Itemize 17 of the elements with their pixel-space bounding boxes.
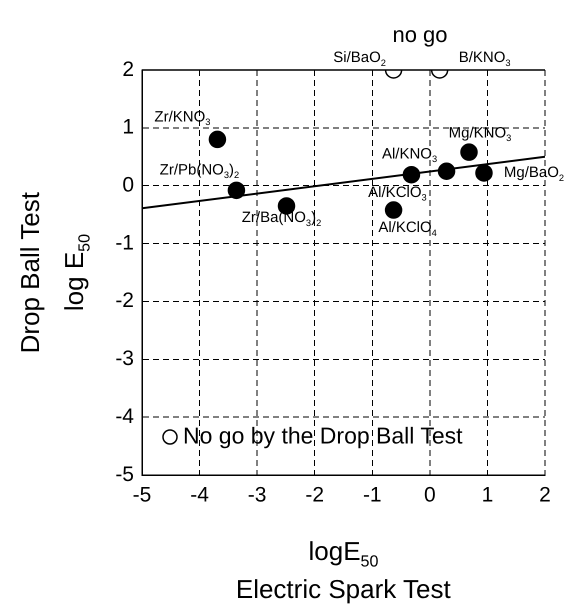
y-tick-label: -3	[115, 347, 134, 370]
y-tick-label: -1	[115, 231, 134, 254]
y-tick-label: -5	[115, 462, 134, 486]
y-tick-label: 1	[122, 116, 134, 139]
y-tick-label: -2	[115, 289, 134, 312]
legend-label: No go by the Drop Ball Test	[183, 422, 464, 448]
y-tick-label: -4	[115, 404, 134, 428]
x-tick-label: -4	[190, 483, 210, 506]
x-tick-label: -2	[305, 483, 324, 506]
text: no go	[392, 22, 448, 48]
x-tick-label: -1	[362, 483, 382, 506]
x-tick-label: 1	[482, 483, 494, 506]
x-tick-label: 0	[424, 483, 436, 506]
x-tick-label: -3	[248, 483, 266, 506]
y-tick-label: 2	[122, 58, 134, 81]
y-tick-label: 0	[122, 174, 134, 197]
x-tick-label: 2	[539, 483, 551, 506]
